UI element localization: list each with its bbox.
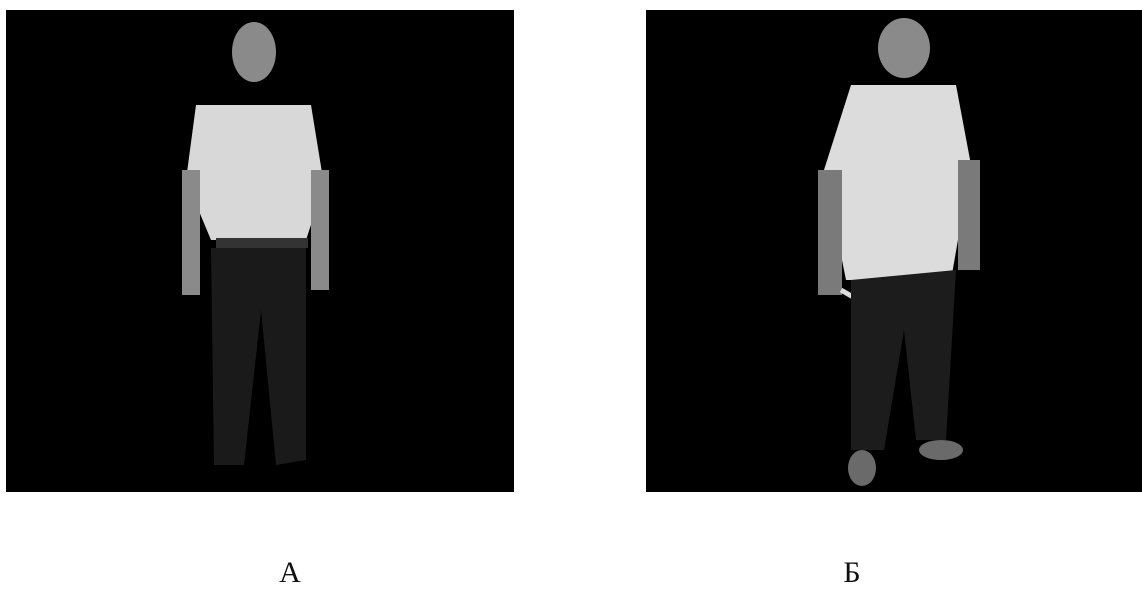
shoe — [848, 450, 876, 486]
figure-label: Б — [822, 556, 882, 590]
head — [232, 22, 276, 82]
arm — [182, 170, 200, 295]
arm — [818, 170, 842, 295]
trousers — [211, 248, 306, 465]
photo-b — [646, 10, 1142, 492]
shirt — [824, 85, 971, 280]
belt — [216, 238, 308, 248]
shirt — [186, 105, 324, 240]
trousers — [851, 270, 956, 450]
page: А Б (() => { const data = JSON.parse(doc… — [0, 0, 1142, 592]
arm — [311, 170, 329, 290]
shoe — [919, 440, 963, 460]
head — [878, 18, 930, 78]
arm — [958, 160, 980, 270]
figure-label: А — [260, 556, 320, 590]
photo-a — [6, 10, 514, 492]
